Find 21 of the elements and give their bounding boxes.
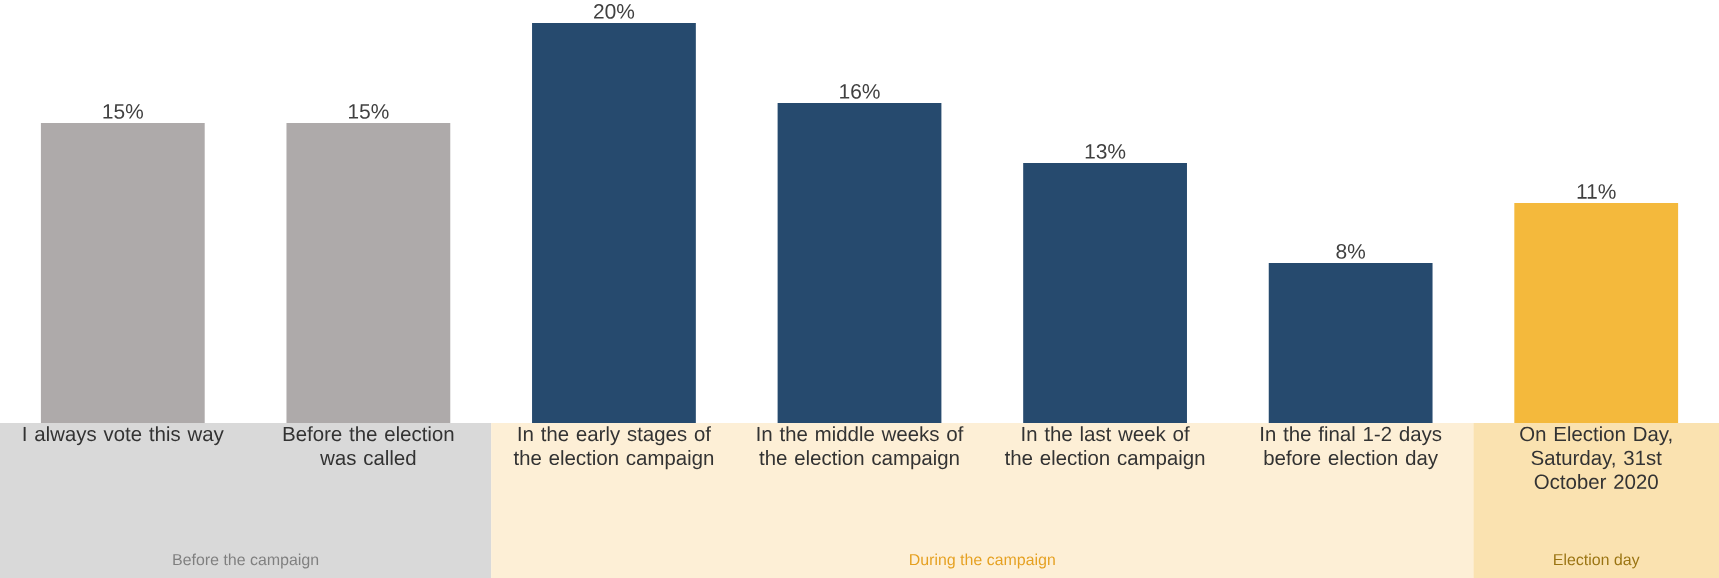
x-tick-label: In the middle weeks of the election campaign (757, 426, 964, 470)
bar (777, 103, 942, 423)
x-tick-label: On Election Day, Saturday, 31st October 2020 (1520, 426, 1672, 490)
data-label: 11% (1577, 184, 1616, 199)
bar (532, 23, 696, 423)
bar (1268, 263, 1433, 423)
data-label: 20% (594, 3, 635, 19)
x-tick-label: In the last week of the election campaign (1004, 426, 1205, 470)
x-tick-label: I always vote this way (23, 426, 224, 446)
data-label: 16% (840, 83, 880, 99)
x-tick-label: In the final 1-2 days before election day (1261, 426, 1442, 470)
text: During the campaign (910, 553, 1055, 569)
x-tick-label: Before the election was called (283, 426, 454, 466)
text: Before the campaign (173, 553, 319, 569)
bar (1023, 163, 1187, 423)
data-label: 15% (349, 104, 389, 119)
text: Election day (1554, 553, 1640, 569)
x-tick-label: In the early stages of the election campaign (513, 426, 714, 470)
data-label: 15% (103, 104, 143, 119)
data-label: 8% (1336, 243, 1366, 259)
data-label: 13% (1085, 143, 1126, 159)
